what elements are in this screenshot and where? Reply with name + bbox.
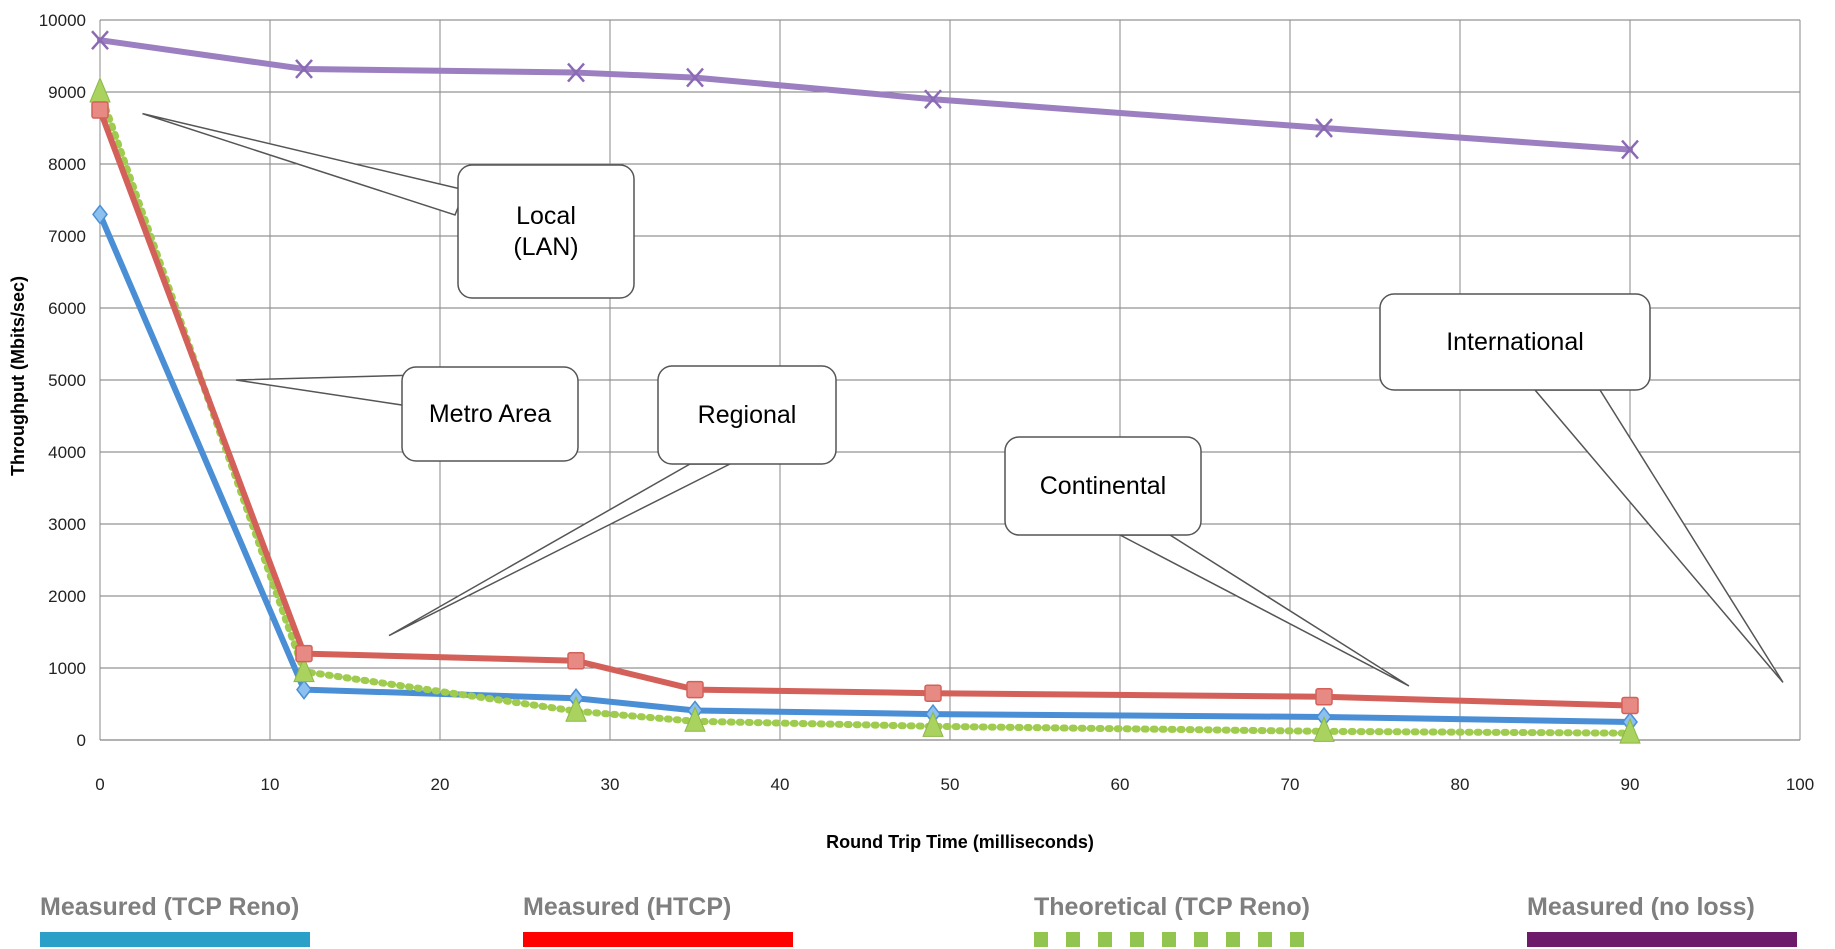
legend-label: Measured (HTCP) bbox=[523, 893, 731, 921]
x-axis-title: Round Trip Time (milliseconds) bbox=[826, 832, 1094, 852]
x-tick-labels: 0 10 20 30 40 50 60 70 80 90 100 bbox=[95, 775, 1814, 794]
legend-swatch bbox=[40, 932, 310, 947]
legend-label: Measured (TCP Reno) bbox=[40, 893, 299, 921]
x-tick-label: 30 bbox=[601, 775, 620, 794]
data-point bbox=[567, 652, 585, 670]
callout: International bbox=[1379, 293, 1784, 683]
x-tick-label: 100 bbox=[1786, 775, 1814, 794]
legend-swatch bbox=[523, 932, 793, 947]
legend-swatch bbox=[1194, 932, 1208, 947]
legend-swatch bbox=[1130, 932, 1144, 947]
y-tick-label: 2000 bbox=[48, 587, 86, 606]
legend-swatch bbox=[1258, 932, 1272, 947]
data-point bbox=[89, 76, 111, 103]
y-tick-label: 5000 bbox=[48, 371, 86, 390]
x-tick-label: 60 bbox=[1111, 775, 1130, 794]
legend-swatch bbox=[1066, 932, 1080, 947]
x-tick-label: 40 bbox=[771, 775, 790, 794]
y-tick-label: 9000 bbox=[48, 83, 86, 102]
series-line bbox=[97, 211, 1633, 725]
data-point bbox=[91, 30, 109, 50]
y-tick-label: 6000 bbox=[48, 299, 86, 318]
callout-label: (LAN) bbox=[513, 233, 578, 261]
y-tick-label: 10000 bbox=[39, 11, 86, 30]
callout-label: Local bbox=[516, 202, 576, 230]
data-point bbox=[565, 695, 587, 722]
data-point bbox=[295, 644, 313, 663]
callout-pointer bbox=[1119, 534, 1410, 687]
x-tick-label: 0 bbox=[95, 775, 104, 794]
data-point bbox=[684, 705, 706, 732]
callout-layer: Local (LAN) Metro Area Regional Continental I… bbox=[142, 112, 1784, 687]
data-point bbox=[924, 684, 942, 702]
callout: Continental bbox=[1004, 436, 1410, 687]
legend-label: Theoretical (TCP Reno) bbox=[1034, 893, 1310, 921]
data-point bbox=[686, 680, 704, 699]
legend-swatch bbox=[1527, 932, 1797, 947]
data-point bbox=[1621, 696, 1639, 715]
legend-swatch bbox=[1162, 932, 1176, 947]
x-tick-label: 70 bbox=[1281, 775, 1300, 794]
legend-swatch bbox=[1226, 932, 1240, 947]
legend-swatch bbox=[1098, 932, 1112, 947]
data-point bbox=[1315, 688, 1333, 706]
data-point bbox=[295, 59, 313, 79]
callout-pointer bbox=[235, 374, 422, 406]
data-point bbox=[567, 62, 585, 83]
callout-box bbox=[1004, 436, 1202, 536]
data-point bbox=[924, 89, 942, 110]
series-layer bbox=[89, 30, 1641, 744]
data-point bbox=[922, 711, 944, 737]
y-tick-label: 4000 bbox=[48, 443, 86, 462]
callout: Regional bbox=[388, 365, 837, 637]
series-line bbox=[97, 37, 1633, 153]
data-point bbox=[91, 101, 109, 119]
callout: Local (LAN) bbox=[142, 112, 635, 299]
series-line bbox=[97, 107, 1633, 709]
x-tick-label: 10 bbox=[261, 775, 280, 794]
x-tick-label: 90 bbox=[1621, 775, 1640, 794]
callout-box bbox=[1379, 293, 1651, 391]
y-tick-label: 7000 bbox=[48, 227, 86, 246]
y-tick-label: 3000 bbox=[48, 515, 86, 534]
legend-swatch bbox=[1290, 932, 1304, 947]
legend-swatch bbox=[1034, 932, 1048, 947]
callout-box bbox=[401, 366, 579, 462]
data-point bbox=[1619, 717, 1641, 744]
data-point bbox=[1315, 118, 1333, 138]
callout-label: International bbox=[1446, 328, 1584, 356]
legend: Measured (TCP Reno) Measured (HTCP) Theore… bbox=[40, 893, 1797, 947]
callout-label: Continental bbox=[1040, 472, 1166, 500]
data-point bbox=[296, 679, 312, 700]
callout-box bbox=[457, 164, 635, 299]
callout-pointer bbox=[1533, 389, 1784, 683]
y-axis-title: Throughput (Mbits/sec) bbox=[8, 276, 28, 476]
callout: Metro Area bbox=[235, 366, 579, 462]
x-tick-label: 20 bbox=[431, 775, 450, 794]
y-tick-label: 1000 bbox=[48, 659, 86, 678]
x-tick-label: 80 bbox=[1451, 775, 1470, 794]
data-point bbox=[92, 204, 108, 225]
x-tick-label: 50 bbox=[941, 775, 960, 794]
data-point bbox=[1313, 716, 1335, 742]
data-point bbox=[686, 67, 704, 88]
callout-box bbox=[657, 365, 837, 465]
data-point bbox=[293, 656, 315, 683]
y-tick-label: 0 bbox=[77, 731, 86, 750]
y-tick-label: 8000 bbox=[48, 155, 86, 174]
callout-label: Regional bbox=[698, 401, 797, 429]
legend-label: Measured (no loss) bbox=[1527, 893, 1755, 921]
y-tick-labels: 0 1000 2000 3000 4000 5000 6000 7000 8000 9000 100… bbox=[39, 11, 86, 750]
callout-label: Metro Area bbox=[429, 400, 551, 428]
data-point bbox=[1621, 139, 1639, 160]
series-line bbox=[96, 88, 1634, 737]
